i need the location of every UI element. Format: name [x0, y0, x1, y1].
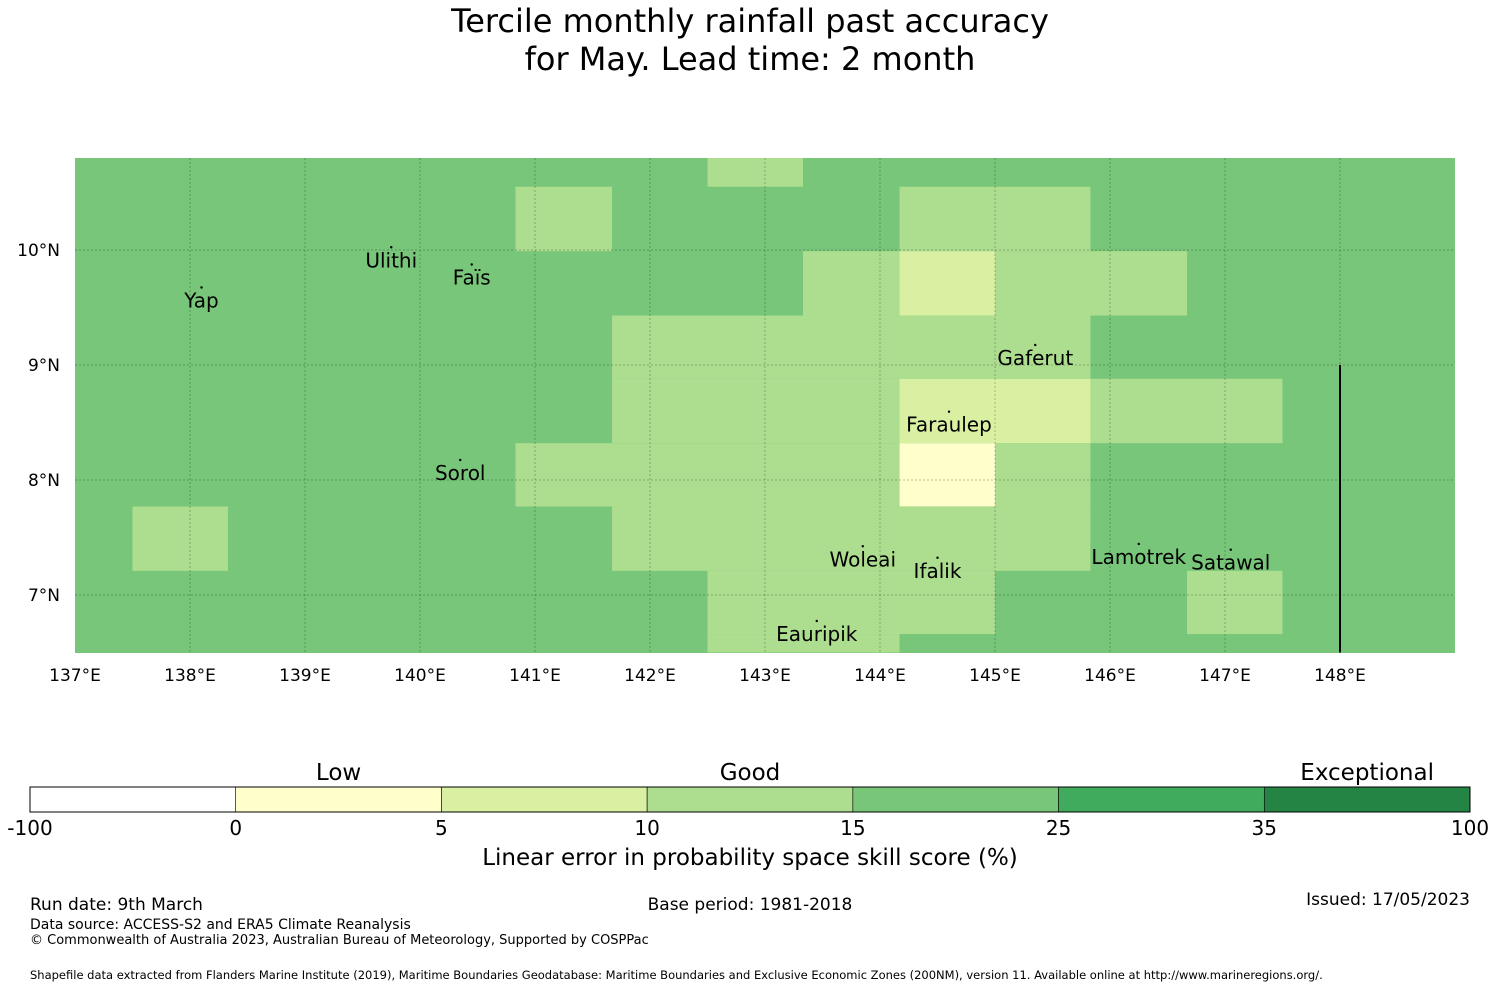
colorbar-tick: 5 [435, 816, 448, 840]
place-label: Faraulep [906, 413, 992, 437]
colorbar-label: Linear error in probability space skill … [482, 845, 1018, 871]
lon-tick-label: 146°E [1084, 666, 1136, 686]
skill-cell [707, 158, 803, 187]
colorbar-segment [29, 786, 237, 813]
lon-tick-label: 148°E [1314, 666, 1366, 686]
skill-cell [899, 443, 995, 507]
skill-cell [802, 251, 900, 316]
colorbar-outline [29, 786, 1471, 813]
data-source: Data source: ACCESS-S2 and ERA5 Climate … [30, 917, 411, 933]
skill-cell [899, 186, 1091, 252]
place-label: Gaferut [997, 346, 1073, 370]
lon-tick-label: 138°E [164, 666, 216, 686]
skill-cell [612, 506, 1091, 571]
colorbar-segment [441, 786, 648, 813]
colorbar-tick: 10 [634, 816, 660, 840]
category-good: Good [719, 760, 781, 786]
island-marker [459, 458, 462, 462]
colorbar-tick: 35 [1251, 816, 1278, 840]
skill-cell [899, 378, 1091, 444]
island-marker [947, 410, 951, 413]
place-label: Eauripik [776, 622, 858, 646]
place-label: Woleai [829, 547, 896, 571]
place-label: Sorol [435, 461, 486, 485]
lat-tick-label: 9°N [28, 356, 60, 376]
island-marker [470, 263, 473, 266]
skill-cells [132, 158, 1283, 653]
lon-tick-label: 144°E [854, 666, 906, 686]
base-period: Base period: 1981-2018 [647, 895, 853, 915]
skill-map: Yap Ulithi Faïs Gaferut Faraulep Sorol Woleai I… [17, 158, 1471, 813]
island-marker [861, 545, 864, 548]
colorbar-segment [646, 786, 854, 813]
skill-cell [515, 186, 613, 252]
skill-cell [995, 443, 1091, 507]
skill-cell [707, 634, 900, 653]
lon-tick-label: 137°E [49, 666, 101, 686]
skill-cell [995, 251, 1188, 316]
colorbar-tick: -100 [7, 816, 53, 840]
colorbar-tick: 15 [840, 816, 866, 840]
graticule [75, 158, 1455, 653]
island-marker [815, 619, 818, 623]
place-labels: Yap Ulithi Faïs Gaferut Faraulep Sorol Woleai I… [183, 246, 1270, 646]
island-marker [390, 246, 393, 249]
place-label: Ifalik [914, 559, 962, 583]
lat-tick-label: 7°N [28, 586, 60, 606]
place-label: Ulithi [365, 248, 417, 272]
colorbar [29, 786, 1471, 813]
skill-cell [1090, 378, 1283, 444]
lon-tick-label: 143°E [739, 666, 791, 686]
lat-tick-label: 8°N [28, 471, 60, 491]
lon-tick-label: 141°E [509, 666, 561, 686]
place-label: Faïs [453, 266, 491, 290]
run-date: Run date: 9th March [30, 895, 203, 915]
lon-tick-label: 147°E [1199, 666, 1251, 686]
colorbar-segment [1058, 786, 1265, 813]
issued-date: Issued: 17/05/2023 [1306, 890, 1470, 910]
chart-title-line1: Tercile monthly rainfall past accuracy [451, 2, 1049, 40]
lon-tick-label: 140°E [394, 666, 446, 686]
island-marker [936, 556, 939, 559]
colorbar-segment [235, 786, 442, 813]
shapefile-credit: Shapefile data extracted from Flanders M… [30, 968, 1323, 982]
category-exceptional: Exceptional [1300, 760, 1434, 786]
island-marker [1229, 548, 1232, 551]
lat-tick-label: 10°N [17, 241, 60, 261]
place-label: Lamotrek [1091, 545, 1186, 569]
skill-cell [899, 251, 995, 316]
axis-labels: 137°E 138°E 139°E 140°E 141°E 142°E 143°E 144°E… [17, 241, 1366, 686]
colorbar-segment [1263, 786, 1471, 813]
skill-cell [132, 506, 228, 571]
lon-tick-label: 139°E [279, 666, 331, 686]
skill-cell [707, 570, 995, 635]
copyright: © Commonwealth of Australia 2023, Austra… [30, 933, 649, 948]
island-marker [1034, 343, 1037, 347]
skill-cell [612, 315, 1091, 379]
island-marker [200, 286, 203, 289]
skill-cell [515, 443, 900, 507]
colorbar-tick: 25 [1045, 816, 1072, 840]
place-label: Yap [183, 289, 218, 313]
lon-tick-label: 142°E [624, 666, 676, 686]
skill-cell [1187, 570, 1283, 635]
category-low: Low [315, 760, 362, 786]
place-label: Satawal [1191, 551, 1270, 575]
colorbar-tick: 100 [1450, 816, 1490, 840]
colorbar-segment [852, 786, 1059, 813]
island-marker [1137, 542, 1140, 546]
chart-title-line2: for May. Lead time: 2 month [524, 40, 976, 78]
lon-tick-label: 145°E [969, 666, 1021, 686]
skill-cell [612, 378, 900, 444]
colorbar-tick: 0 [229, 816, 243, 840]
